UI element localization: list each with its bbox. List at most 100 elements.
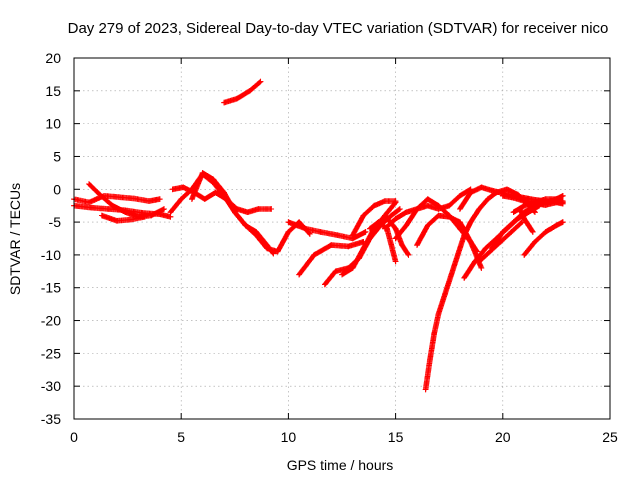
data-point	[274, 248, 281, 255]
y-tick-label: -10	[41, 247, 61, 263]
data-point	[362, 229, 369, 235]
data-series-arc-23	[489, 193, 566, 252]
data-point	[296, 271, 302, 278]
data-point	[322, 281, 328, 288]
y-tick-label: -30	[41, 378, 61, 394]
data-point	[244, 209, 251, 216]
data-point	[424, 222, 431, 229]
data-point	[478, 265, 485, 271]
data-point	[521, 216, 528, 222]
data-point	[399, 242, 405, 248]
data-series-arc-22	[476, 219, 525, 265]
data-point	[403, 209, 410, 216]
data-series-arc-13	[349, 198, 399, 239]
data-point	[96, 191, 103, 198]
data-point	[360, 245, 367, 252]
data-point	[487, 248, 493, 255]
data-point	[105, 206, 112, 212]
data-point	[360, 212, 367, 219]
data-point	[268, 206, 275, 212]
data-series-arc-1	[71, 193, 163, 206]
data-point	[371, 202, 377, 209]
data-point	[424, 196, 431, 202]
data-point	[109, 202, 116, 209]
data-point	[457, 219, 463, 225]
data-series-arc-14	[367, 219, 399, 265]
plot-frame	[73, 57, 611, 420]
x-tick-label: 15	[388, 429, 404, 445]
data-point	[517, 206, 523, 212]
data-point	[461, 275, 468, 281]
data-series-arc-7	[169, 184, 275, 216]
data-point	[148, 212, 154, 219]
data-point	[86, 181, 92, 187]
data-point	[542, 196, 549, 202]
data-point	[510, 209, 517, 216]
y-tick-label: -20	[41, 313, 61, 329]
data-point	[122, 209, 129, 216]
y-axis-label: SDTVAR / TECUs	[7, 183, 23, 295]
data-point	[114, 217, 120, 224]
data-point	[431, 330, 437, 337]
data-point	[442, 291, 448, 298]
data-point	[476, 258, 483, 265]
data-point	[435, 212, 442, 219]
y-tick-label: 10	[45, 116, 61, 132]
data-point	[388, 212, 395, 219]
data-point	[403, 222, 410, 229]
data-point	[178, 196, 184, 202]
data-series-arc-10	[296, 238, 367, 278]
data-point	[285, 219, 292, 225]
data-point	[457, 193, 463, 199]
y-tick-label: 5	[53, 148, 61, 164]
data-point	[167, 209, 174, 216]
data-series-arc-26	[521, 219, 566, 258]
data-point	[457, 206, 463, 212]
data-point	[88, 204, 94, 211]
data-point	[285, 229, 292, 235]
data-point	[478, 184, 485, 191]
data-point	[542, 229, 549, 235]
data-point	[221, 99, 227, 106]
x-axis-label: GPS time / hours	[287, 457, 394, 473]
data-point	[328, 242, 335, 248]
data-point	[476, 206, 483, 212]
data-point	[210, 176, 217, 183]
data-point	[180, 184, 187, 191]
x-tick-label: 5	[177, 429, 185, 445]
data-point	[116, 194, 122, 200]
data-point	[242, 222, 249, 229]
data-point	[500, 193, 506, 199]
data-point	[232, 209, 238, 216]
data-point	[334, 232, 341, 239]
data-point	[508, 229, 515, 235]
data-point	[530, 229, 536, 235]
data-point	[223, 196, 230, 202]
data-point	[375, 219, 382, 225]
data-point	[234, 206, 240, 212]
data-point	[489, 245, 495, 252]
y-tick-label: 15	[45, 83, 61, 99]
y-tick-label: -5	[49, 214, 62, 230]
data-point	[454, 252, 461, 258]
data-point	[253, 232, 260, 239]
data-point	[199, 170, 206, 176]
data-point	[302, 225, 309, 232]
data-point	[424, 202, 431, 209]
data-point	[349, 232, 356, 239]
data-point	[311, 252, 317, 258]
data-point	[489, 187, 495, 194]
data-point	[446, 202, 452, 209]
data-series-arc-27	[517, 206, 536, 235]
data-point	[467, 219, 474, 225]
data-series-arc-5	[167, 171, 277, 257]
data-point	[146, 198, 152, 204]
data-point	[482, 245, 489, 252]
data-point	[467, 189, 474, 196]
data-point	[446, 214, 452, 220]
data-point	[560, 193, 566, 199]
data-point	[427, 357, 433, 363]
y-tick-label: -35	[41, 411, 61, 427]
data-series-arc-8	[221, 78, 264, 106]
data-point	[448, 271, 455, 278]
